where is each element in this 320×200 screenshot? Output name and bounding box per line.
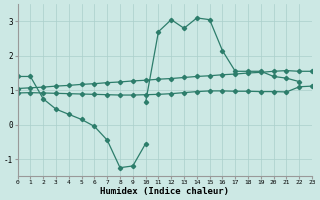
X-axis label: Humidex (Indice chaleur): Humidex (Indice chaleur) [100, 187, 229, 196]
